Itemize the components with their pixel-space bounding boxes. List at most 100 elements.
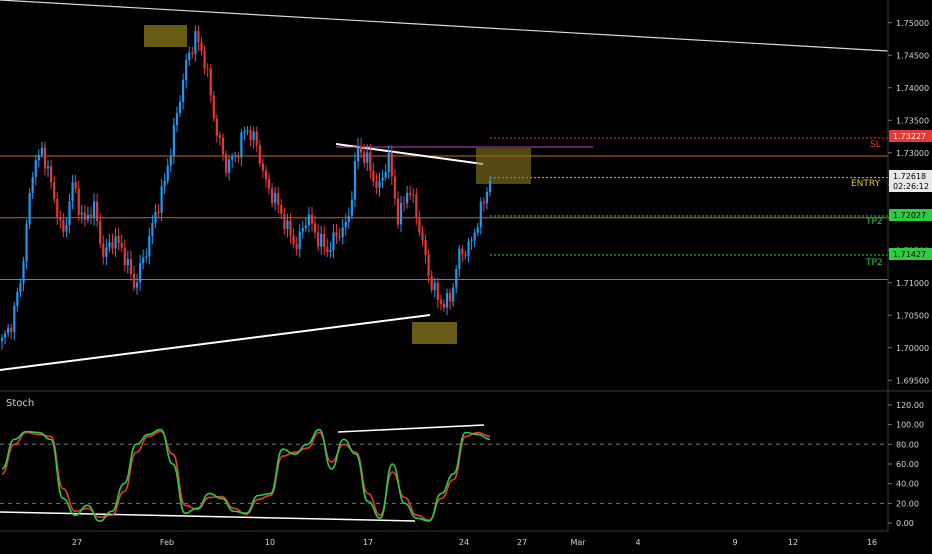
- candle-body: [71, 182, 74, 202]
- candle-body: [433, 282, 436, 291]
- candle-body: [301, 228, 304, 232]
- candle-body: [369, 152, 372, 171]
- time-tick-label: 24: [459, 538, 469, 547]
- candle-body: [390, 153, 393, 177]
- candle-body: [28, 192, 31, 225]
- candle-body: [77, 188, 80, 215]
- tp-lower-price-tag: [889, 248, 932, 260]
- candle-body: [372, 170, 375, 182]
- stoch-tick-label: 80.00: [896, 440, 919, 449]
- candle-body: [163, 180, 166, 187]
- time-tick-label: Mar: [570, 538, 586, 547]
- high-zone-box: [144, 25, 187, 47]
- candle-body: [224, 154, 228, 173]
- candle-body: [157, 211, 160, 213]
- candle-body: [430, 275, 433, 291]
- price-tick-label: 1.75000: [896, 19, 929, 28]
- candle-body: [246, 130, 249, 132]
- candle-body: [399, 203, 403, 225]
- candle-body: [86, 214, 90, 220]
- candle-body: [56, 198, 59, 218]
- price-axis-labels: 1.73227 1.72618 02:26:12 1.72027 1.71427: [889, 130, 932, 260]
- candle-body: [323, 234, 326, 247]
- candle-body: [16, 291, 19, 306]
- candle-body: [347, 215, 350, 222]
- price-pane[interactable]: [0, 0, 889, 371]
- candle-body: [25, 224, 28, 262]
- candle-body: [188, 52, 191, 61]
- candle-body: [194, 31, 197, 54]
- candle-body: [326, 246, 329, 253]
- candle-body: [209, 68, 212, 96]
- stoch-pane[interactable]: [0, 424, 888, 522]
- entry-label: ENTRY: [851, 179, 881, 189]
- candle-body: [409, 192, 412, 195]
- candle-body: [139, 263, 142, 283]
- candle-body: [274, 193, 277, 203]
- time-tick-label: 4: [635, 538, 640, 547]
- candle-body: [418, 217, 421, 233]
- candle-body: [415, 194, 418, 218]
- candle-body: [46, 166, 50, 169]
- candle-body: [267, 179, 271, 189]
- candle-body: [427, 254, 430, 276]
- candle-body: [178, 101, 182, 114]
- candle-body: [3, 333, 7, 338]
- candle-body: [286, 220, 289, 230]
- candle-body: [234, 155, 237, 157]
- candle-body: [237, 155, 240, 158]
- last-price-value: 1.72618: [893, 172, 926, 181]
- candle-body: [381, 177, 384, 181]
- candle-body: [387, 153, 390, 173]
- tp-lower-price-value: 1.71427: [893, 250, 926, 259]
- price-tick-label: 1.70500: [896, 311, 929, 320]
- candle-body: [111, 242, 114, 249]
- time-tick-label: 9: [732, 538, 737, 547]
- candle-body: [359, 146, 363, 153]
- candle-body: [304, 225, 307, 229]
- candle-body: [228, 159, 231, 173]
- candle-body: [166, 165, 169, 181]
- candle-body: [384, 172, 387, 178]
- time-tick-label: 17: [363, 538, 373, 547]
- candle-body: [421, 232, 424, 241]
- candle-body: [172, 124, 175, 156]
- candle-body: [424, 240, 427, 255]
- candle-body: [461, 248, 464, 255]
- time-tick-label: Feb: [160, 538, 174, 547]
- time-axis[interactable]: 27 Feb 10 17 24 27 Mar 4 9 12 16: [72, 538, 877, 547]
- price-tick-label: 1.74000: [896, 84, 929, 93]
- candle-body: [458, 248, 461, 269]
- candle-body: [488, 180, 492, 192]
- sl-price-tag: [889, 130, 932, 142]
- stoch-k-line: [1, 428, 491, 522]
- candle-body: [412, 194, 415, 196]
- candle-body: [375, 181, 378, 188]
- candle-body: [344, 221, 347, 228]
- price-tick-label: 1.70000: [896, 344, 929, 353]
- candle-body: [363, 152, 366, 163]
- tp-upper-price-tag: [889, 209, 932, 221]
- candle-body: [129, 259, 133, 275]
- price-tick-label: 1.73500: [896, 116, 929, 125]
- candle-body: [479, 201, 482, 228]
- candle-body: [289, 220, 292, 236]
- candle-body: [356, 146, 360, 162]
- candle-body: [341, 227, 344, 238]
- candle-body: [378, 180, 381, 188]
- level-labels: SL ENTRY TP2 TP2: [851, 140, 883, 268]
- candle-body: [62, 220, 65, 232]
- candle-body: [406, 192, 409, 204]
- stoch-label: Stoch: [6, 398, 34, 409]
- stoch-axis[interactable]: 120.00 100.00 80.00 60.00 40.00 20.00 0.00: [888, 401, 924, 528]
- tp-lower-label: TP2: [865, 258, 883, 268]
- stoch-tick-label: 0.00: [896, 519, 914, 528]
- candle-body: [148, 235, 151, 257]
- candle-body: [50, 166, 53, 183]
- low-zone-box: [412, 322, 457, 344]
- candle-body: [485, 191, 489, 204]
- candle-body: [264, 170, 268, 180]
